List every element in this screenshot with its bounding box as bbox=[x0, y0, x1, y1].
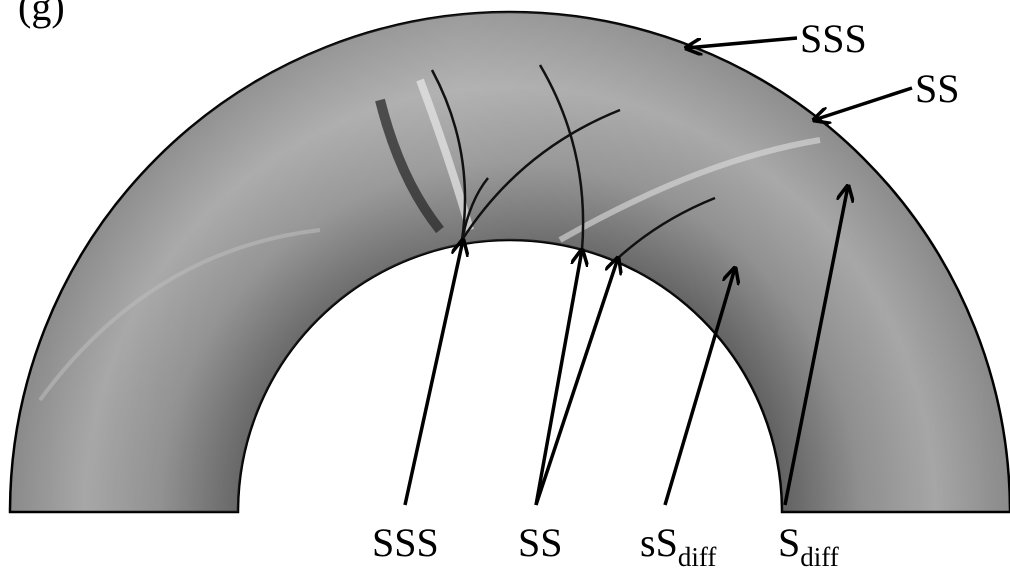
wavefronts bbox=[430, 64, 716, 259]
phase-subscript: diff bbox=[800, 542, 839, 569]
arrows bbox=[403, 36, 913, 506]
phase-label: SSS bbox=[372, 520, 439, 565]
phase-label: SSS bbox=[800, 16, 867, 61]
phase-label: Sdiff bbox=[778, 520, 839, 569]
panel-label: (g) bbox=[18, 0, 65, 29]
phase-label: SS bbox=[915, 66, 960, 111]
phase-subscript: diff bbox=[678, 542, 717, 569]
phase-label: SS bbox=[518, 520, 563, 565]
phase-label: sSdiff bbox=[640, 520, 716, 569]
phase-name: S bbox=[778, 520, 800, 565]
phase-name: sS bbox=[640, 520, 678, 565]
annulus bbox=[8, 10, 1010, 514]
